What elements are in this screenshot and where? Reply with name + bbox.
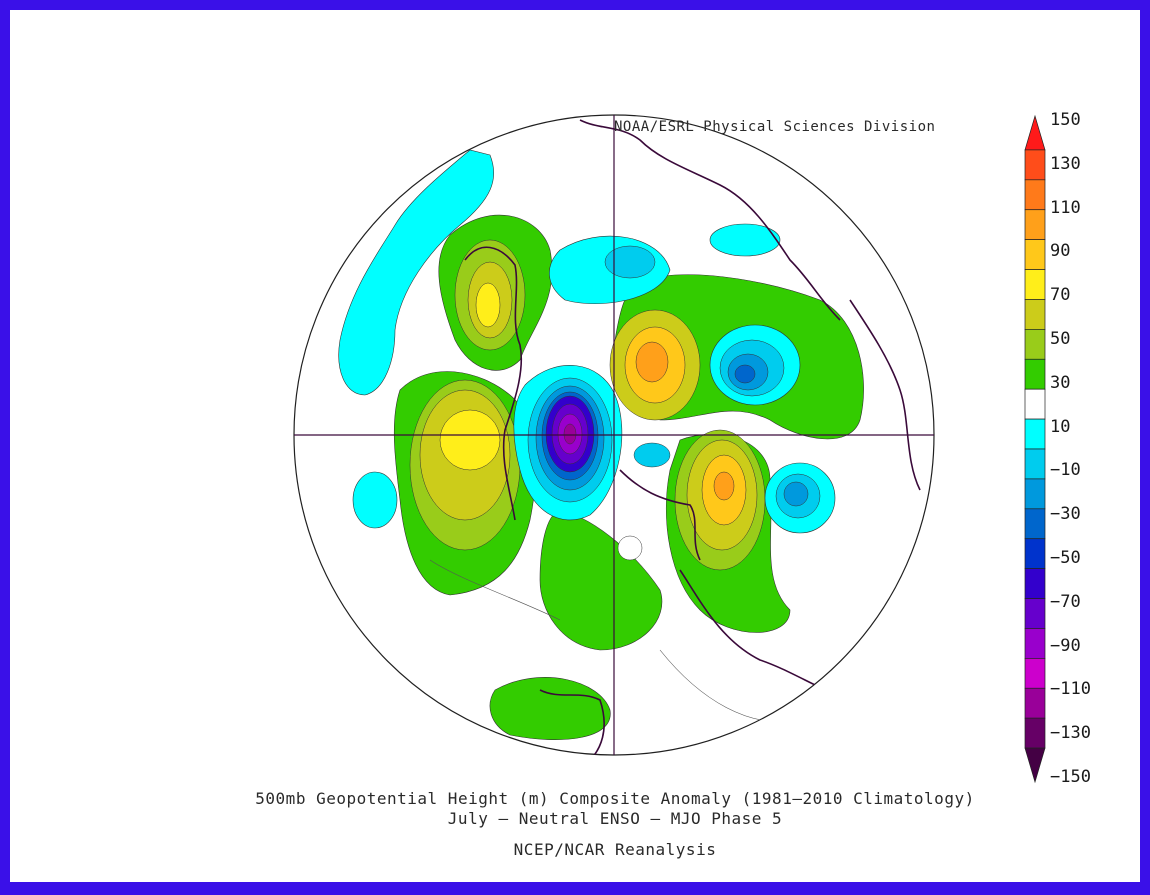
colorbar-tick-label: −110 bbox=[1050, 679, 1091, 700]
colorbar-swatch bbox=[1024, 358, 1046, 390]
colorbar-swatch bbox=[1024, 658, 1046, 689]
colorbar bbox=[1024, 114, 1046, 784]
colorbar-swatch bbox=[1024, 329, 1046, 360]
colorbar-tick-label: 90 bbox=[1050, 241, 1071, 262]
colorbar-swatch bbox=[1024, 478, 1046, 510]
colorbar-tick-label: 110 bbox=[1050, 197, 1081, 218]
colorbar-tick-label: 70 bbox=[1050, 285, 1071, 306]
map-subtitle: July – Neutral ENSO – MJO Phase 5 bbox=[447, 809, 783, 828]
colorbar-tick-label: 30 bbox=[1050, 372, 1071, 393]
colorbar-swatch bbox=[1024, 687, 1046, 719]
map-source: NCEP/NCAR Reanalysis bbox=[513, 840, 717, 859]
colorbar-tick-label: −50 bbox=[1050, 548, 1081, 568]
colorbar-swatch bbox=[1024, 628, 1046, 659]
colorbar-tick-label: −70 bbox=[1050, 591, 1081, 612]
colorbar-tick-label: −10 bbox=[1050, 460, 1081, 481]
neg-anomaly-pacific bbox=[338, 149, 494, 396]
colorbar-tick-label: −90 bbox=[1050, 635, 1081, 656]
colorbar-swatch bbox=[1024, 209, 1046, 240]
colorbar-swatch bbox=[1024, 568, 1046, 599]
colorbar-swatch bbox=[1024, 269, 1046, 300]
colorbar-tick-label: −130 bbox=[1050, 723, 1091, 744]
colorbar-swatch bbox=[1024, 538, 1046, 569]
colorbar-tick-label: 50 bbox=[1050, 329, 1071, 349]
colorbar-swatch bbox=[1024, 717, 1046, 749]
colorbar-swatch bbox=[1024, 747, 1046, 784]
colorbar-swatch bbox=[1024, 239, 1046, 270]
colorbar-tick-label: −30 bbox=[1050, 504, 1081, 525]
colorbar-tick-label: 150 bbox=[1050, 110, 1081, 130]
colorbar-swatch bbox=[1024, 418, 1046, 450]
colorbar-swatch bbox=[1024, 299, 1046, 330]
colorbar-tick-label: −150 bbox=[1050, 767, 1091, 787]
colorbar-tick-label: 10 bbox=[1050, 416, 1071, 437]
neg-anomaly-west bbox=[352, 471, 398, 529]
map-title: 500mb Geopotential Height (m) Composite … bbox=[255, 789, 975, 808]
colorbar-swatch bbox=[1024, 448, 1046, 480]
colorbar-swatch bbox=[1024, 508, 1046, 540]
credit-label: NOAA/ESRL Physical Sciences Division bbox=[614, 119, 936, 135]
colorbar-swatch bbox=[1024, 114, 1046, 151]
colorbar-tick-label: 130 bbox=[1050, 153, 1081, 174]
colorbar-swatch bbox=[1024, 598, 1046, 629]
colorbar-swatch bbox=[1024, 179, 1046, 211]
colorbar-swatch bbox=[1024, 388, 1046, 420]
colorbar-swatch bbox=[1024, 149, 1046, 181]
anomaly-field bbox=[338, 119, 921, 755]
